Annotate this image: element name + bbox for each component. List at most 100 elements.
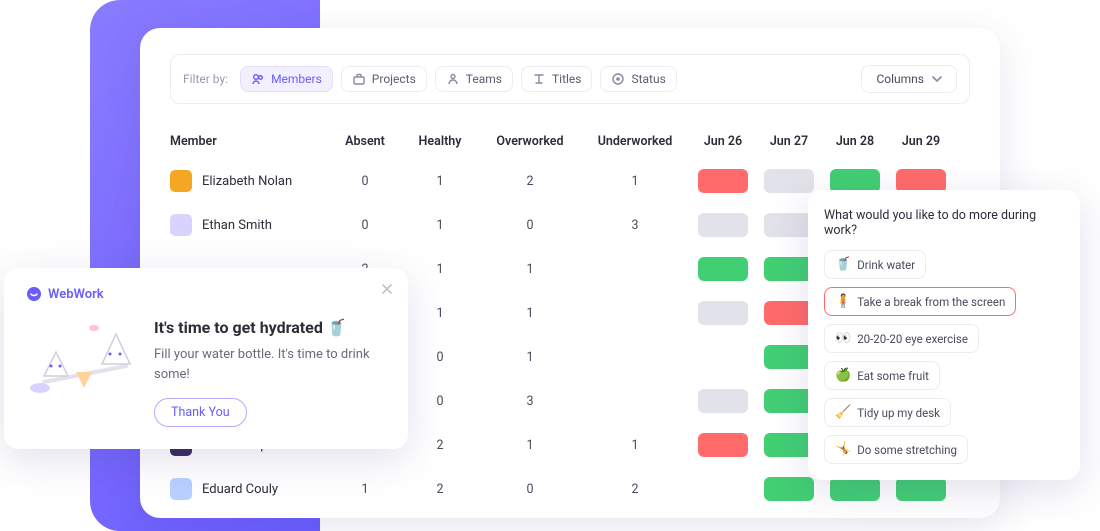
- brand-logo-icon: [26, 286, 42, 302]
- overworked-value: 1: [480, 438, 580, 453]
- underworked-value: 3: [580, 218, 690, 233]
- habits-popup: What would you like to do more during wo…: [808, 190, 1080, 480]
- column-header: Underworked: [580, 124, 690, 159]
- columns-button-label: Columns: [876, 72, 924, 86]
- healthy-value: 1: [400, 218, 480, 233]
- overworked-value: 1: [480, 350, 580, 365]
- status-pill-red: [698, 169, 748, 193]
- underworked-value: 1: [580, 438, 690, 453]
- status-pill-red: [764, 301, 814, 325]
- columns-button[interactable]: Columns: [861, 65, 957, 93]
- filter-chip-label: Teams: [466, 72, 502, 86]
- status-cell: [690, 433, 756, 457]
- habit-option[interactable]: 🍏 Eat some fruit: [824, 361, 940, 390]
- healthy-value: 0: [400, 350, 480, 365]
- habits-question: What would you like to do more during wo…: [824, 208, 1064, 238]
- status-pill-gray: [698, 389, 748, 413]
- status-pill-green: [764, 345, 814, 369]
- status-pill-red: [698, 433, 748, 457]
- column-header: Healthy: [400, 124, 480, 159]
- filter-chip-projects[interactable]: Projects: [341, 66, 427, 92]
- habit-emoji-icon: 🧹: [835, 405, 851, 420]
- users-icon: [251, 72, 265, 86]
- overworked-value: 1: [480, 262, 580, 277]
- healthy-value: 0: [400, 394, 480, 409]
- filter-chip-teams[interactable]: Teams: [435, 66, 513, 92]
- status-cell: [888, 477, 954, 501]
- habit-label: Eat some fruit: [857, 369, 929, 383]
- thank-you-button[interactable]: Thank You: [154, 398, 247, 427]
- habit-emoji-icon: 🍏: [835, 368, 851, 383]
- habit-label: Tidy up my desk: [857, 406, 940, 420]
- healthy-value: 1: [400, 174, 480, 189]
- filter-chip-status[interactable]: Status: [600, 66, 676, 92]
- filter-chip-label: Titles: [552, 72, 581, 86]
- member-name: Elizabeth Nolan: [202, 174, 292, 189]
- status-cell: [690, 301, 756, 325]
- column-header: Jun 27: [756, 124, 822, 159]
- brand-name: WebWork: [48, 287, 104, 302]
- healthy-value: 1: [400, 306, 480, 321]
- habit-label: 20-20-20 eye exercise: [857, 332, 968, 346]
- overworked-value: 1: [480, 306, 580, 321]
- status-pill-gray: [764, 213, 814, 237]
- column-header: Jun 29: [888, 124, 954, 159]
- status-pill-green: [896, 477, 946, 501]
- status-pill-green: [764, 389, 814, 413]
- status-cell: [690, 169, 756, 193]
- status-cell: [690, 213, 756, 237]
- habit-emoji-icon: 👀: [835, 331, 851, 346]
- absent-value: 1: [330, 482, 400, 497]
- habit-option[interactable]: 🤸 Do some stretching: [824, 435, 968, 464]
- status-pill-green: [698, 257, 748, 281]
- status-cell: [756, 477, 822, 501]
- member-cell: Elizabeth Nolan: [170, 170, 330, 192]
- filter-label: Filter by:: [183, 72, 228, 86]
- member-cell: Ethan Smith: [170, 214, 330, 236]
- habit-label: Do some stretching: [857, 443, 957, 457]
- underworked-value: 2: [580, 482, 690, 497]
- status-cell: [756, 169, 822, 193]
- status-pill-gray: [764, 169, 814, 193]
- habit-label: Drink water: [857, 258, 915, 272]
- member-cell: Eduard Couly: [170, 478, 330, 500]
- status-pill-gray: [698, 301, 748, 325]
- overworked-value: 0: [480, 218, 580, 233]
- status-pill-gray: [698, 213, 748, 237]
- absent-value: 0: [330, 174, 400, 189]
- hydration-body: Fill your water bottle. It's time to dri…: [154, 345, 386, 384]
- healthy-value: 2: [400, 482, 480, 497]
- habit-option[interactable]: 🧍Take a break from the screen: [824, 287, 1016, 316]
- title-icon: [532, 72, 546, 86]
- hydration-popup: WebWork It's time to get hydrated 🥤 Fill…: [4, 268, 408, 449]
- habit-option[interactable]: 🥤Drink water: [824, 250, 926, 279]
- member-name: Eduard Couly: [202, 482, 278, 497]
- status-pill-green: [830, 477, 880, 501]
- avatar: [170, 478, 192, 500]
- hydration-title: It's time to get hydrated 🥤: [154, 318, 386, 337]
- briefcase-icon: [352, 72, 366, 86]
- habit-option[interactable]: 🧹 Tidy up my desk: [824, 398, 951, 427]
- member-name: Ethan Smith: [202, 218, 272, 233]
- status-cell: [690, 389, 756, 413]
- filter-chip-titles[interactable]: Titles: [521, 66, 592, 92]
- habit-label: Take a break from the screen: [857, 295, 1005, 309]
- column-header: Member: [170, 124, 330, 159]
- filter-chip-label: Status: [631, 72, 665, 86]
- underworked-value: 1: [580, 174, 690, 189]
- habit-emoji-icon: 🤸: [835, 442, 851, 457]
- column-header: Absent: [330, 124, 400, 159]
- brand: WebWork: [26, 286, 386, 302]
- column-header: Jun 28: [822, 124, 888, 159]
- filter-chip-label: Members: [271, 72, 322, 86]
- status-pill-green: [764, 477, 814, 501]
- filter-chip-members[interactable]: Members: [240, 66, 333, 92]
- absent-value: 0: [330, 218, 400, 233]
- close-icon[interactable]: [380, 282, 394, 296]
- status-pill-green: [764, 257, 814, 281]
- habit-option[interactable]: 👀 20-20-20 eye exercise: [824, 324, 979, 353]
- avatar: [170, 214, 192, 236]
- status-cell: [690, 257, 756, 281]
- healthy-value: 1: [400, 262, 480, 277]
- hydration-illustration: [26, 318, 136, 398]
